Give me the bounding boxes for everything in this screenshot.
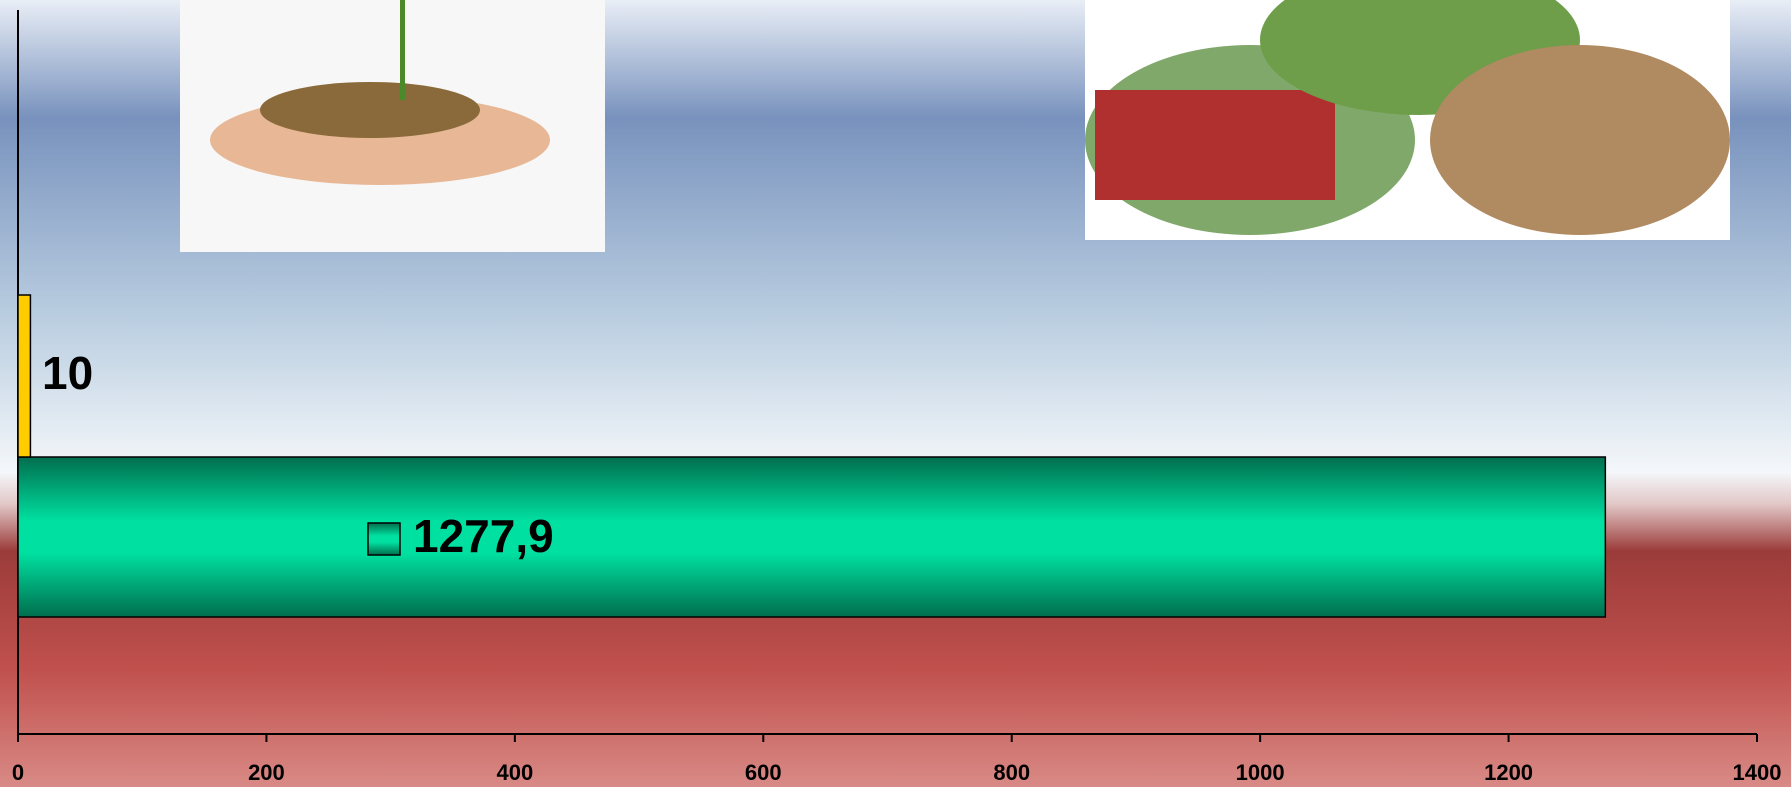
x-tick-label: 400: [496, 760, 533, 785]
x-tick-label: 1400: [1733, 760, 1782, 785]
value-label: 1277,9: [413, 510, 554, 562]
bar: [17, 294, 32, 458]
x-tick-label: 1200: [1484, 760, 1533, 785]
x-tick-label: 200: [248, 760, 285, 785]
photo-farm: [1085, 0, 1730, 240]
x-tick-label: 600: [745, 760, 782, 785]
x-tick-label: 1000: [1236, 760, 1285, 785]
x-tick-label: 0: [12, 760, 24, 785]
photo-coins: [180, 0, 605, 252]
bar: [17, 456, 1607, 618]
legend-key: [367, 522, 401, 556]
x-tick-label: 800: [993, 760, 1030, 785]
value-label: 10: [42, 347, 93, 399]
